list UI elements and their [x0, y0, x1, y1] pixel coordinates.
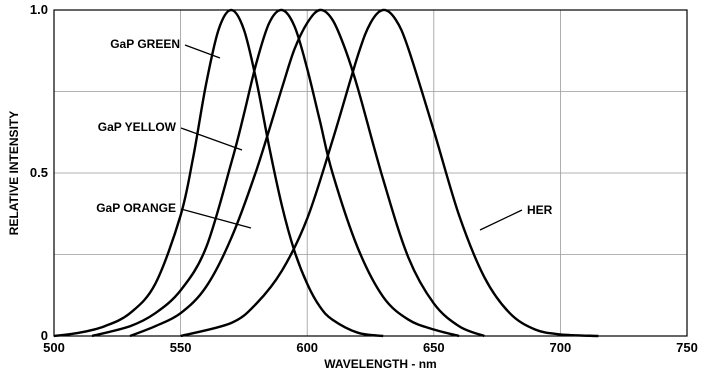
y-tick-label: 0 [41, 328, 48, 343]
curve-gap-yellow [91, 8, 460, 338]
grid-lines [54, 10, 687, 336]
annotation-gap-orange: GaP ORANGE [96, 201, 176, 215]
y-axis-title: RELATIVE INTENSITY [7, 111, 21, 235]
annotation-leader-line [180, 208, 252, 229]
x-tick-label: 500 [43, 340, 65, 355]
x-tick-label: 600 [296, 340, 318, 355]
annotation-leader-line [180, 127, 243, 151]
x-tick-label: 750 [676, 340, 698, 355]
annotation-leaders [180, 44, 523, 231]
curve-gap-green [53, 8, 384, 338]
annotation-gap-green: GaP GREEN [110, 37, 180, 51]
annotation-her: HER [527, 203, 553, 217]
x-tick-label: 550 [170, 340, 192, 355]
curves [53, 8, 599, 338]
x-axis-title: WAVELENGTH - nm [324, 357, 436, 371]
curve-her [180, 8, 599, 338]
curve-gap-orange [129, 8, 485, 338]
annotation-leader-line [184, 44, 221, 59]
x-tick-label: 700 [550, 340, 572, 355]
tick-labels: 500 550 600 650 700 750 0 0.5 1.0 [30, 2, 698, 355]
y-tick-label: 1.0 [30, 2, 48, 17]
annotation-leader-line [479, 209, 523, 231]
annotation-gap-yellow: GaP YELLOW [98, 120, 177, 134]
x-tick-label: 650 [423, 340, 445, 355]
y-tick-label: 0.5 [30, 165, 48, 180]
